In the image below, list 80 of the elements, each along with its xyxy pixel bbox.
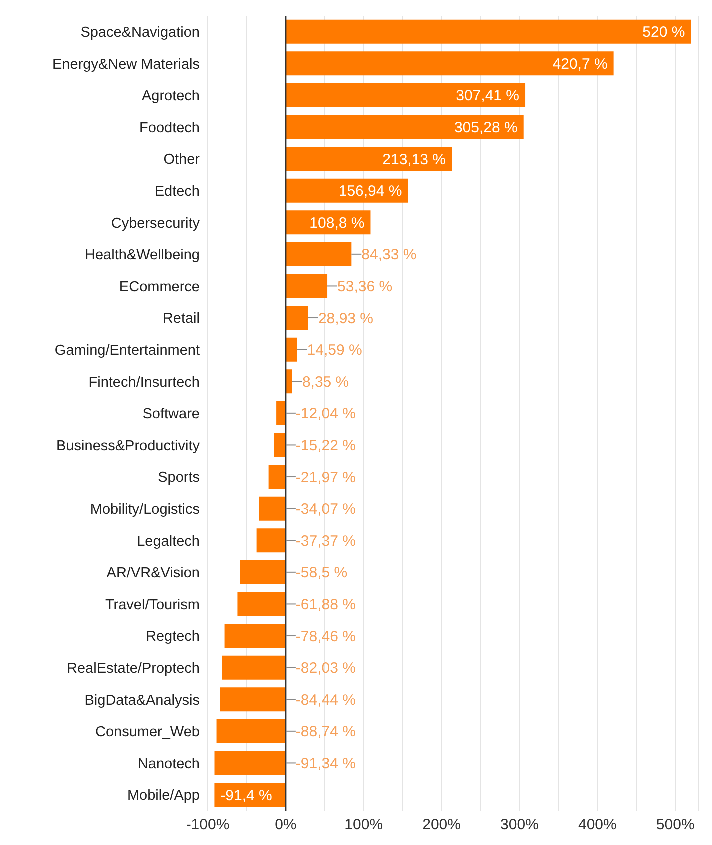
data-label: -21,97 % — [296, 469, 356, 486]
bar — [286, 52, 614, 76]
data-label: -34,07 % — [296, 501, 356, 518]
bar — [238, 592, 286, 616]
y-tick-label: Edtech — [154, 184, 200, 200]
bar — [256, 528, 286, 553]
bar — [214, 751, 286, 776]
y-tick-label: Regtech — [146, 629, 200, 646]
y-tick-label: Foodtech — [140, 120, 200, 136]
data-label: -37,37 % — [296, 532, 356, 550]
data-label: 420,7 % — [552, 56, 608, 73]
data-label: 8,35 % — [302, 374, 350, 391]
bar — [286, 242, 352, 266]
data-label: 305,28 % — [454, 119, 518, 136]
y-tick-label: AR/VR&Vision — [106, 566, 200, 582]
x-tick-label: 0% — [275, 816, 297, 834]
data-label: 520 % — [642, 24, 686, 42]
data-label: 108,8 % — [310, 214, 365, 232]
y-tick-label: Software — [142, 406, 200, 423]
bar — [220, 688, 286, 712]
x-tick-label: 300% — [500, 816, 539, 834]
data-label: 213,13 % — [382, 151, 446, 168]
y-tick-label: Gaming/Entertainment — [54, 343, 200, 360]
y-tick-label: Cybersecurity — [111, 216, 201, 232]
y-tick-label: Mobility/Logistics — [90, 502, 200, 518]
bar — [259, 496, 286, 521]
data-label: -91,34 % — [296, 755, 356, 772]
y-tick-label: Other — [164, 152, 200, 168]
x-tick-label: 400% — [578, 816, 617, 834]
x-tick-label: -100% — [186, 816, 230, 834]
data-label: -58,5 % — [296, 564, 348, 582]
x-tick-label: 200% — [422, 816, 461, 834]
y-tick-label: ECommerce — [119, 279, 200, 296]
bar — [268, 465, 286, 490]
y-tick-label: RealEstate/Proptech — [67, 661, 200, 678]
bar — [286, 306, 308, 330]
data-label: -78,46 % — [296, 628, 356, 646]
bar — [286, 178, 408, 203]
bar — [222, 656, 286, 680]
data-label: 84,33 % — [362, 246, 417, 264]
data-label: -12,04 % — [296, 406, 356, 423]
bar — [286, 274, 328, 298]
data-label: 53,36 % — [338, 278, 393, 296]
y-tick-label: Fintech/Insurtech — [88, 374, 200, 391]
data-label: -82,03 % — [296, 660, 356, 678]
y-tick-label: BigData&Analysis — [84, 692, 200, 709]
y-tick-label: Consumer_Web — [95, 724, 200, 741]
bar — [240, 560, 286, 584]
bar — [224, 624, 286, 648]
data-label: 28,93 % — [318, 310, 374, 328]
bar — [286, 147, 452, 172]
y-tick-label: Space&Navigation — [80, 25, 200, 42]
y-tick-label: Mobile/App — [127, 788, 200, 804]
y-tick-label: Nanotech — [138, 756, 200, 772]
data-label: -15,22 % — [296, 437, 356, 454]
bar — [286, 338, 298, 362]
bar — [274, 433, 286, 458]
x-tick-label: 500% — [656, 816, 695, 834]
x-tick-label: 100% — [344, 816, 384, 834]
data-label: 156,94 % — [338, 183, 402, 200]
bar — [286, 115, 524, 140]
bar — [286, 20, 692, 44]
data-label: -61,88 % — [296, 596, 356, 614]
y-tick-label: Legaltech — [137, 534, 200, 550]
y-tick-label: Travel/Tourism — [105, 597, 200, 614]
bar — [216, 719, 286, 744]
bar — [286, 83, 526, 108]
y-tick-label: Energy&New Materials — [52, 56, 200, 73]
data-label: -91,4 % — [220, 787, 272, 804]
data-label: 14,59 % — [307, 342, 362, 360]
data-label: -84,44 % — [296, 692, 356, 709]
y-tick-label: Retail — [162, 311, 200, 328]
bar — [286, 370, 292, 394]
data-label: -88,74 % — [296, 724, 356, 741]
y-tick-label: Agrotech — [142, 88, 200, 105]
y-tick-label: Sports — [158, 470, 200, 486]
data-label: 307,41 % — [456, 88, 520, 105]
y-tick-label: Business&Productivity — [56, 438, 201, 454]
y-tick-label: Health&Wellbeing — [85, 248, 200, 264]
bar — [276, 401, 286, 426]
